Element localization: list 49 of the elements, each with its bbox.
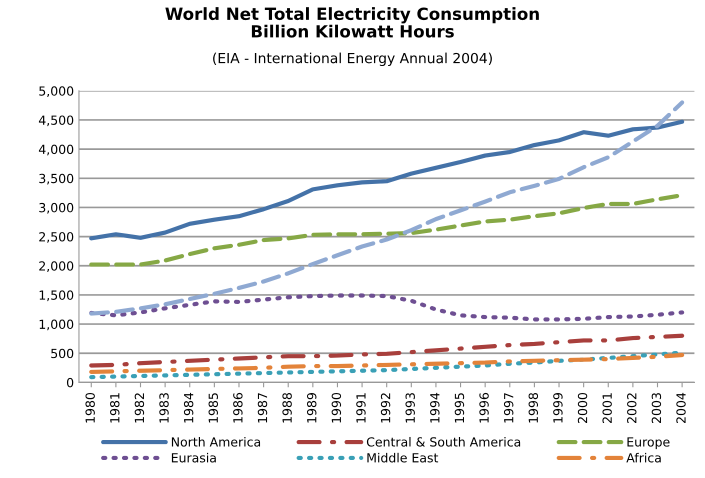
x-tick-label: 1980 [85,392,95,423]
y-tick-label: 0 [66,378,74,388]
y-tick-label: 2,000 [39,261,74,272]
y-tick-label: 4,500 [38,115,74,126]
line-series [89,100,684,316]
y-tick-label: 2,500 [39,232,74,243]
line-series [89,120,684,240]
x-tick-label: 2003 [652,393,662,424]
y-tick-label: 1,000 [40,320,74,330]
x-tick-label: 1997 [504,393,514,423]
x-tick-label: 1993 [405,393,415,423]
x-tick-label: 1996 [479,392,489,423]
y-tick-label: 500 [51,348,74,358]
legend-label: Central & South America [366,436,520,447]
x-tick-label: 1985 [208,393,218,423]
x-tick-label: 1991 [356,393,366,423]
x-tick-label: 1987 [258,393,268,423]
x-tick-label: 2001 [602,393,612,424]
chart-title: World Net Total Electricity Consumption Billion Kilowatt Hours [165,7,539,38]
x-tick-label: 1983 [159,393,169,423]
line-series [89,293,684,322]
x-tick-label: 1986 [233,392,243,423]
x-tick-label: 1992 [380,393,390,423]
y-tick-label: 3,500 [39,174,74,184]
y-tick-label: 5,000 [39,86,74,98]
x-tick-label: 1984 [184,392,194,423]
legend-label: Middle East [367,452,438,462]
x-tick-label: 1998 [528,392,538,423]
legend-label: North America [172,436,260,447]
x-tick-label: 1994 [430,392,440,423]
y-tick-label: 4,000 [38,144,74,156]
y-tick-label: 3,000 [39,202,74,214]
x-tick-label: 1989 [307,393,316,423]
x-tick-label: 1990 [332,392,342,423]
legend-label: Africa [626,452,661,462]
legend-label: Europe [627,437,670,450]
x-tick-label: 2004 [676,392,686,424]
x-tick-label: 1981 [110,393,120,423]
line-series [89,352,684,374]
x-tick-label: 2002 [627,393,637,424]
x-tick-label: 1982 [134,393,144,423]
x-tick-label: 1995 [454,393,464,423]
legend-label: Eurasia [172,452,216,462]
chart-subtitle: (EIA - International Energy Annual 2004) [213,52,492,66]
y-tick-label: 1,500 [40,290,74,302]
x-tick-label: 1988 [282,392,292,423]
line-series [89,334,684,368]
x-tick-label: 1999 [553,393,563,423]
x-tick-label: 2000 [578,392,588,424]
